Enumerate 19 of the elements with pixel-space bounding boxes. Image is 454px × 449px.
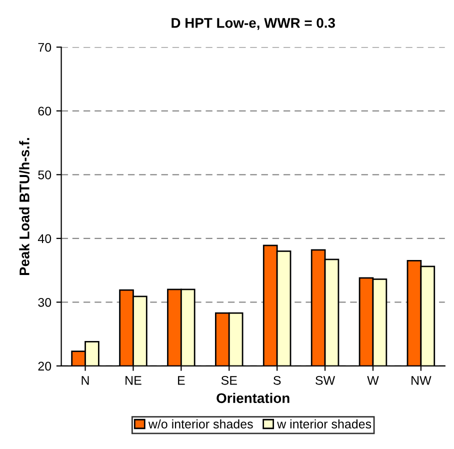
y-axis-title: Peak Load BTU/h-s.f.	[19, 138, 30, 276]
y-tick-label: 40	[38, 234, 52, 244]
x-tick-label: W	[367, 376, 379, 385]
chart-title: D HPT Low-e, WWR = 0.3	[172, 18, 335, 30]
x-tick-label: N	[82, 376, 89, 385]
x-tick-label: E	[178, 376, 185, 385]
x-tick-label: SW	[316, 376, 336, 385]
x-tick-label: NE	[126, 376, 142, 385]
x-axis-title: Orientation	[216, 392, 290, 404]
y-tick-label: 50	[38, 170, 52, 180]
y-tick-label: 70	[38, 42, 52, 52]
y-tick-label: 30	[38, 298, 52, 307]
legend-label: w interior shades	[277, 419, 372, 428]
legend-label: w/o interior shades	[148, 419, 253, 428]
x-tick-label: NW	[412, 376, 432, 385]
x-tick-label: SE	[221, 376, 237, 385]
y-tick-label: 60	[38, 106, 52, 116]
x-tick-label: S	[273, 376, 281, 385]
y-tick-label: 20	[38, 362, 52, 371]
